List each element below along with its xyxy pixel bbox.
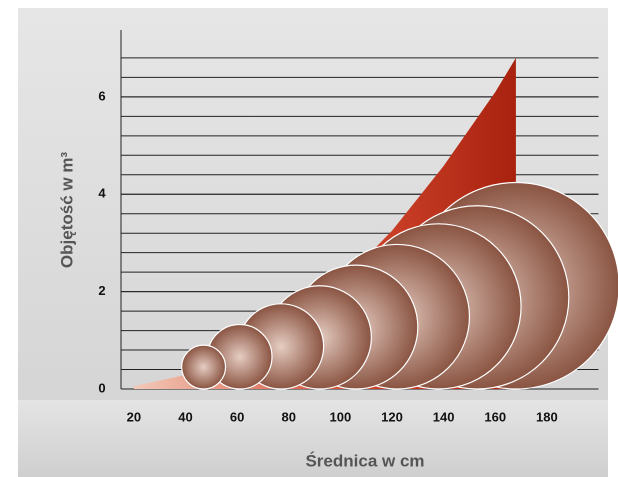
x-tick-label: 80 bbox=[282, 409, 296, 424]
y-tick-label: 2 bbox=[98, 283, 105, 298]
x-tick-label: 40 bbox=[178, 409, 192, 424]
log-circle bbox=[182, 345, 226, 389]
y-tick-label: 6 bbox=[98, 88, 105, 103]
y-axis-title: Objętość w m³ bbox=[57, 152, 76, 269]
x-axis-title: Średnica w cm bbox=[305, 451, 424, 470]
y-tick-label: 0 bbox=[98, 380, 105, 395]
x-tick-label: 20 bbox=[127, 409, 141, 424]
x-tick-label: 160 bbox=[484, 409, 506, 424]
x-tick-label: 140 bbox=[433, 409, 455, 424]
x-tick-label: 120 bbox=[381, 409, 403, 424]
chart: Średnica w cm Objętość w m³ 0 2 4 6 20 40 60 80… bbox=[0, 0, 618, 477]
x-tick-label: 100 bbox=[330, 409, 352, 424]
x-tick-label: 180 bbox=[536, 409, 558, 424]
x-tick-label: 60 bbox=[230, 409, 244, 424]
y-tick-label: 4 bbox=[98, 186, 106, 201]
